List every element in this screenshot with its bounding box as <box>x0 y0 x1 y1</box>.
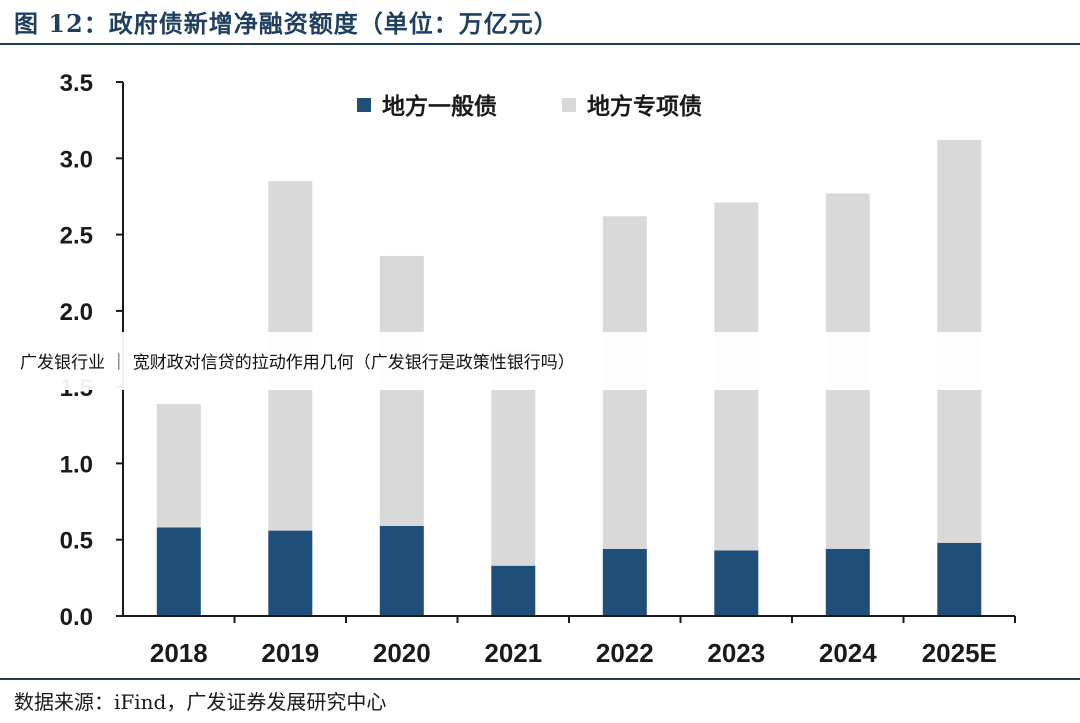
source-note: 数据来源：iFind，广发证券发展研究中心 <box>14 690 387 714</box>
y-tick-label: 2.5 <box>60 223 93 250</box>
legend: 地方一般债 地方专项债 <box>357 93 702 120</box>
bar-2025E-general <box>937 542 982 616</box>
legend-label-special: 地方专项债 <box>587 93 702 120</box>
x-tick-label: 2024 <box>819 638 877 668</box>
x-tick-label: 2022 <box>596 638 654 668</box>
bar-2018-general <box>156 527 201 616</box>
legend-swatch-special <box>562 98 576 112</box>
title-rule <box>0 43 1080 45</box>
overlay-banner <box>0 332 1080 390</box>
source-rule <box>0 678 1080 680</box>
bar-2022-general <box>602 548 647 616</box>
y-tick-label: 3.5 <box>60 70 93 97</box>
bar-2019-general <box>268 530 313 616</box>
y-tick-label: 0.0 <box>60 604 93 631</box>
y-tick-label: 0.5 <box>60 528 93 555</box>
bar-2018-special <box>156 403 201 528</box>
bar-2024-general <box>825 548 870 616</box>
bar-2023-general <box>714 550 759 616</box>
legend-swatch-general <box>357 98 371 112</box>
y-ticks-group: 0.00.51.01.52.02.53.03.5 <box>60 70 123 631</box>
x-labels-group: 2018 2019 2020 2021 2022 2023 2024 2025E <box>150 616 1016 668</box>
x-tick-label: 2023 <box>707 638 765 668</box>
y-tick-label: 3.0 <box>60 146 93 173</box>
bar-2021-general <box>491 565 536 616</box>
y-tick-label: 1.0 <box>60 451 93 478</box>
bar-2020-general <box>379 526 424 616</box>
figure-title: 图 12：政府债新增净融资额度（单位：万亿元） <box>14 9 559 38</box>
bar-2020-special <box>379 255 424 526</box>
x-tick-label: 2018 <box>150 638 208 668</box>
legend-label-general: 地方一般债 <box>382 93 497 120</box>
overlay-banner-text: 广发银行业 ｜ 宽财政对信贷的拉动作用几何（广发银行是政策性银行吗） <box>20 353 575 373</box>
x-tick-label: 2021 <box>484 638 542 668</box>
y-tick-label: 2.0 <box>60 299 93 326</box>
x-tick-label: 2019 <box>261 638 319 668</box>
x-tick-label: 2025E <box>922 638 997 668</box>
x-tick-label: 2020 <box>373 638 431 668</box>
